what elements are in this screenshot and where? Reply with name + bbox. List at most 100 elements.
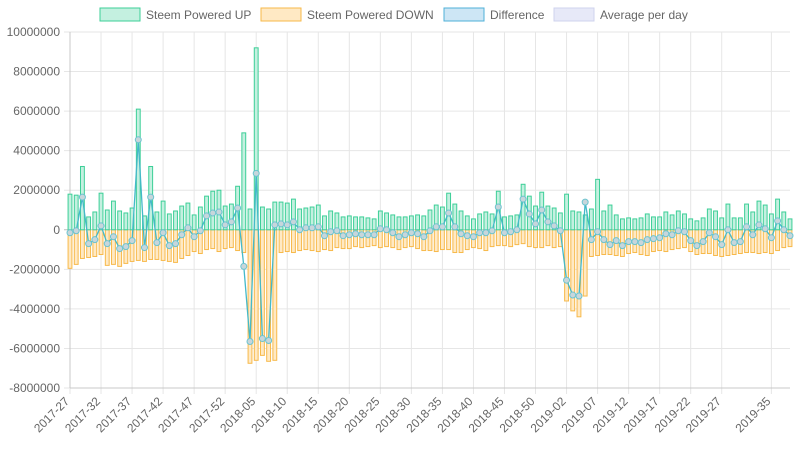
bar-up [638,217,644,231]
difference-point [178,231,186,239]
difference-point [761,225,769,233]
bar-up [86,216,92,231]
x-axis-ticks: 2017-272017-322017-372017-422017-472017-… [31,394,774,435]
difference-point [159,229,167,237]
bar-up [657,216,663,231]
difference-point [445,209,453,217]
bar-down [439,229,445,251]
difference-point [786,232,794,240]
difference-point [78,193,86,201]
difference-point [451,223,459,231]
legend-item-average[interactable]: Average per day [553,7,688,22]
bar-up [415,214,421,231]
bar-down [545,229,551,247]
difference-point [190,233,198,241]
bar-up [458,210,464,231]
bar-up [402,216,408,231]
bar-up [98,192,104,231]
bar-up [768,213,774,231]
difference-point [693,242,701,250]
bar-down [520,229,526,245]
difference-point [544,218,552,226]
bar-down [284,229,290,253]
y-tick-label: -6000000 [9,341,60,355]
bar-up [421,215,427,231]
difference-point [376,225,384,233]
difference-point [140,244,148,252]
difference-point [296,226,304,234]
y-tick-label: -4000000 [9,302,60,316]
bar-up [682,213,687,231]
difference-point [569,291,577,299]
bar-down [533,229,538,249]
bar-down [551,229,557,249]
bar-up [365,217,371,231]
difference-point [426,227,434,235]
difference-point [587,236,595,244]
difference-point [668,231,676,239]
bar-down [309,229,315,252]
bar-down [446,229,452,251]
difference-point [538,206,546,214]
difference-point [109,233,117,241]
difference-point [72,227,80,235]
bar-up [713,210,718,231]
bar-down [303,229,309,251]
legend-label-down: Steem Powered DOWN [307,8,434,22]
bar-up [613,214,619,231]
difference-point [184,224,192,232]
difference-point [196,227,204,235]
bar-up [346,215,352,231]
bar-down [185,229,191,256]
difference-point [97,222,105,230]
difference-point [581,198,589,206]
bar-down [377,229,383,249]
bar-down [452,229,458,254]
y-tick-label: -8000000 [9,381,60,395]
bar-down [756,229,762,255]
difference-point [302,224,310,232]
bar-up [471,218,476,231]
bar-up [787,218,793,231]
difference-point [476,229,484,237]
difference-point [289,218,297,226]
difference-point [575,292,583,300]
bar-down [135,229,141,261]
difference-point [165,242,173,250]
y-tick-label: 4000000 [13,144,60,158]
bar-up [775,198,781,231]
legend-item-down[interactable]: Steem Powered DOWN [260,7,434,22]
y-tick-label: 6000000 [13,104,60,118]
difference-point [122,243,130,251]
bar-up [266,208,272,231]
difference-point [643,236,651,244]
bar-up [259,206,265,231]
x-tick-label: 2019-27 [683,394,724,435]
legend-label-average: Average per day [600,8,688,22]
difference-point [364,231,372,239]
legend-item-difference[interactable]: Difference [443,7,545,22]
legend-item-up[interactable]: Steem Powered UP [99,7,251,22]
difference-point [618,242,626,250]
bar-up [731,217,737,231]
difference-point [438,223,446,231]
bar-up [278,201,284,231]
bar-up [477,213,483,231]
bar-down [98,229,104,255]
bar-up [483,211,489,231]
difference-point [407,229,415,237]
difference-point [625,238,633,246]
difference-point [780,226,788,234]
bar-up [545,205,551,231]
series-down-bars [67,229,793,364]
difference-point [395,233,403,241]
bar-up [607,204,613,231]
bar-up [588,208,594,231]
bar-down [79,229,85,259]
bar-down [744,229,749,254]
difference-point [327,228,335,236]
difference-point [774,217,782,225]
difference-point [277,220,285,228]
